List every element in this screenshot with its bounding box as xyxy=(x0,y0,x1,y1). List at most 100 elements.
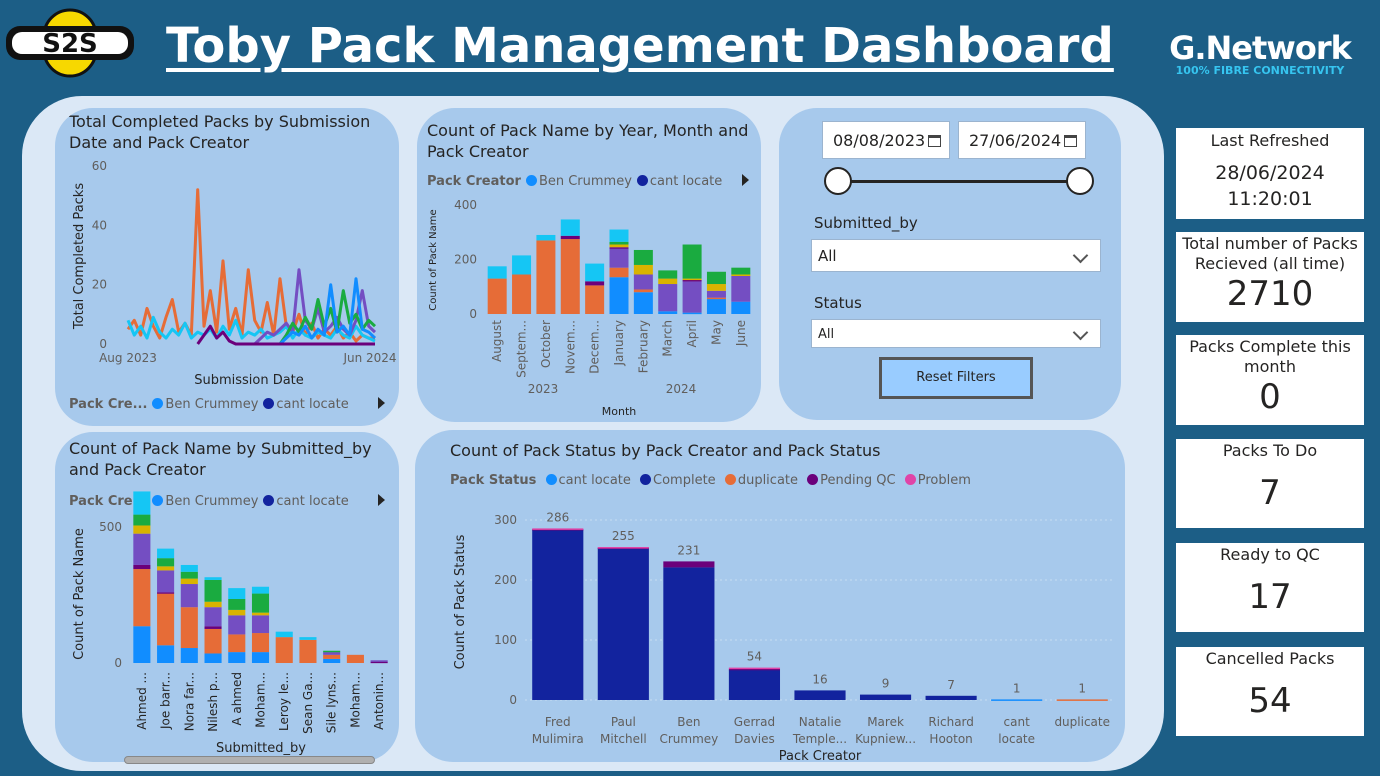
bar-segment-cyan[interactable] xyxy=(133,491,151,515)
bar-segment-problem[interactable] xyxy=(597,547,649,549)
chevron-down-icon[interactable] xyxy=(1072,324,1089,341)
bar-segment-problem[interactable] xyxy=(728,667,781,670)
bar-segment-dark[interactable] xyxy=(370,661,388,664)
bar-segment-purple[interactable] xyxy=(731,275,751,302)
bar-segment-cant-locate[interactable] xyxy=(991,699,1043,701)
bar-segment-purple[interactable] xyxy=(682,281,702,313)
bar-segment-purple[interactable] xyxy=(157,570,175,593)
bar-segment-blue[interactable] xyxy=(609,277,629,314)
bar-segment-dark[interactable] xyxy=(157,592,175,594)
line-series-blue[interactable] xyxy=(278,277,377,346)
bar-segment-orange[interactable] xyxy=(228,634,246,653)
bar-segment-blue[interactable] xyxy=(682,312,702,315)
bar-segment-green[interactable] xyxy=(157,558,175,567)
bar-segment-green[interactable] xyxy=(251,593,270,613)
bar-segment-blue[interactable] xyxy=(228,652,246,663)
bar-segment-dark[interactable] xyxy=(133,564,151,570)
bar-segment-blue[interactable] xyxy=(157,645,175,663)
bar-segment-orange[interactable] xyxy=(487,278,507,314)
status-chart[interactable]: 300 200 100 0 286 Fred Mulimira 255 Paul Mitchell… xyxy=(415,430,1125,762)
bar-segment-orange[interactable] xyxy=(133,569,151,627)
date-to-input[interactable]: 27/06/2024 xyxy=(958,121,1086,159)
bar-segment-green[interactable] xyxy=(133,514,151,526)
chevron-down-icon[interactable] xyxy=(1072,247,1089,264)
bar-segment-dark[interactable] xyxy=(609,247,629,249)
legend-next-arrow-icon[interactable] xyxy=(378,397,385,409)
bar-segment-green[interactable] xyxy=(180,571,198,579)
bar-segment-cyan[interactable] xyxy=(251,586,270,594)
line-series-orange[interactable] xyxy=(126,188,375,343)
bar-segment-purple[interactable] xyxy=(180,584,198,608)
bar-segment-orange[interactable] xyxy=(346,654,364,663)
bar-segment-dark[interactable] xyxy=(682,279,702,282)
calendar-icon[interactable] xyxy=(928,135,941,147)
bar-segment-blue[interactable] xyxy=(633,292,653,314)
bar-segment-cyan[interactable] xyxy=(585,263,605,282)
bar-segment-green[interactable] xyxy=(323,650,341,653)
bar-segment-purple[interactable] xyxy=(133,533,151,565)
bar-segment-blue[interactable] xyxy=(204,653,222,663)
line-series-pending-qc[interactable] xyxy=(196,324,375,346)
bar-segment-blue[interactable] xyxy=(133,626,151,663)
bar-segment-yellow[interactable] xyxy=(228,609,246,616)
bar-segment-blue[interactable] xyxy=(658,311,678,314)
bar-segment-cyan[interactable] xyxy=(536,234,556,241)
bar-segment-blue[interactable] xyxy=(706,299,726,314)
legend-next-arrow-icon[interactable] xyxy=(742,174,749,186)
date-range-track[interactable] xyxy=(838,180,1080,183)
bar-segment-yellow[interactable] xyxy=(251,612,270,616)
bar-segment-yellow[interactable] xyxy=(157,566,175,571)
bar-segment-orange[interactable] xyxy=(323,654,341,659)
bar-segment-yellow[interactable] xyxy=(609,244,629,248)
bar-segment-purple[interactable] xyxy=(706,290,726,298)
bar-segment-purple[interactable] xyxy=(323,652,341,655)
bar-segment-green[interactable] xyxy=(633,249,653,265)
bar-segment-cyan[interactable] xyxy=(512,255,532,275)
bar-segment-orange[interactable] xyxy=(536,240,556,314)
bar-segment-complete[interactable] xyxy=(728,670,781,700)
bar-segment-pending-qc[interactable] xyxy=(663,561,715,568)
calendar-icon[interactable] xyxy=(1064,135,1077,147)
bar-segment-blue[interactable] xyxy=(731,301,751,314)
bar-segment-complete[interactable] xyxy=(925,695,977,700)
bar-segment-dark[interactable] xyxy=(585,281,605,286)
line-series-cyan[interactable] xyxy=(126,315,376,343)
month-chart[interactable]: 400 200 0 August Septem... October Novem... Dec… xyxy=(417,108,761,422)
date-range-end-handle[interactable] xyxy=(1066,167,1094,195)
bar-segment-purple[interactable] xyxy=(204,607,222,627)
bar-segment-blue[interactable] xyxy=(180,648,198,663)
bar-segment-complete[interactable] xyxy=(532,529,584,700)
bar-segment-orange[interactable] xyxy=(706,297,726,300)
bar-segment-orange[interactable] xyxy=(251,633,270,653)
bar-segment-green[interactable] xyxy=(228,599,246,610)
submitted-by-select[interactable]: All xyxy=(811,239,1101,272)
submitter-chart[interactable]: 500 0 Ahmed ... Joe barr... Nora far... Niles… xyxy=(55,432,399,762)
bar-segment-complete[interactable] xyxy=(859,694,912,700)
bar-segment-purple[interactable] xyxy=(370,660,388,662)
status-select[interactable]: All xyxy=(811,319,1101,348)
bar-segment-yellow[interactable] xyxy=(204,601,222,608)
bar-segment-green[interactable] xyxy=(682,244,702,279)
bar-segment-yellow[interactable] xyxy=(731,274,751,276)
bar-segment-orange[interactable] xyxy=(609,267,629,278)
bar-segment-green[interactable] xyxy=(706,271,726,285)
bar-segment-cyan[interactable] xyxy=(609,229,629,242)
bar-segment-orange[interactable] xyxy=(585,285,605,314)
bar-segment-pending-qc[interactable] xyxy=(728,668,781,671)
bar-segment-yellow[interactable] xyxy=(682,278,702,281)
bar-segment-cyan[interactable] xyxy=(157,548,175,559)
bar-segment-orange[interactable] xyxy=(157,593,175,646)
bar-segment-orange[interactable] xyxy=(512,274,532,314)
bar-segment-orange[interactable] xyxy=(275,637,293,663)
bar-segment-yellow[interactable] xyxy=(658,278,678,285)
bar-segment-green[interactable] xyxy=(658,270,678,279)
bar-segment-green[interactable] xyxy=(204,579,222,602)
legend-next-arrow-icon[interactable] xyxy=(378,494,385,506)
bar-segment-orange[interactable] xyxy=(204,628,222,654)
horizontal-scrollbar[interactable] xyxy=(124,756,375,764)
bar-segment-yellow[interactable] xyxy=(706,284,726,291)
reset-filters-button[interactable]: Reset Filters xyxy=(879,357,1033,399)
bar-segment-dark[interactable] xyxy=(204,626,222,629)
bar-segment-complete[interactable] xyxy=(663,567,715,700)
